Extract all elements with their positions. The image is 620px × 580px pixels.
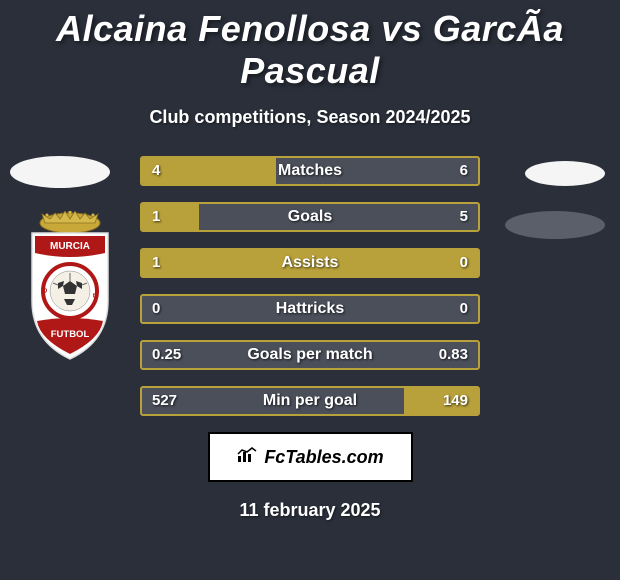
fctables-logo[interactable]: FcTables.com xyxy=(208,432,413,482)
stat-label: Assists xyxy=(142,250,478,276)
stat-row: 1Goals5 xyxy=(140,202,480,232)
logo-text: FcTables.com xyxy=(264,447,383,468)
stat-value-right: 5 xyxy=(460,204,468,230)
club-shield: MURCIA C B FUTBOL xyxy=(20,211,120,361)
date-label: 11 february 2025 xyxy=(0,500,620,521)
comparison-container: MURCIA C B FUTBOL 4Matches6 1Goals5 1Assis… xyxy=(0,156,620,416)
stat-row: 0Hattricks0 xyxy=(140,294,480,324)
stat-label: Hattricks xyxy=(142,296,478,322)
stats-bars: 4Matches61Goals51Assists00Hattricks00.25… xyxy=(140,156,480,416)
stat-label: Goals per match xyxy=(142,342,478,368)
shield-icon: MURCIA C B FUTBOL xyxy=(20,211,120,361)
stat-label: Min per goal xyxy=(142,388,478,414)
svg-text:B: B xyxy=(91,293,98,298)
subtitle: Club competitions, Season 2024/2025 xyxy=(0,107,620,128)
stat-value-right: 0.83 xyxy=(439,342,468,368)
stat-row: 0.25Goals per match0.83 xyxy=(140,340,480,370)
svg-text:FUTBOL: FUTBOL xyxy=(51,329,90,340)
page-title: Alcaina Fenollosa vs GarcÃ­a Pascual xyxy=(0,0,620,92)
placeholder-oval-right-2 xyxy=(505,211,605,239)
stat-label: Goals xyxy=(142,204,478,230)
stat-value-right: 149 xyxy=(443,388,468,414)
stat-label: Matches xyxy=(142,158,478,184)
svg-text:C: C xyxy=(42,288,49,293)
placeholder-oval-right-1 xyxy=(525,161,605,186)
stat-row: 527Min per goal149 xyxy=(140,386,480,416)
stat-row: 1Assists0 xyxy=(140,248,480,278)
stat-value-right: 6 xyxy=(460,158,468,184)
placeholder-oval-left xyxy=(10,156,110,188)
chart-icon xyxy=(236,446,258,469)
stat-value-right: 0 xyxy=(460,296,468,322)
stat-value-right: 0 xyxy=(460,250,468,276)
stat-row: 4Matches6 xyxy=(140,156,480,186)
svg-text:MURCIA: MURCIA xyxy=(50,241,90,252)
